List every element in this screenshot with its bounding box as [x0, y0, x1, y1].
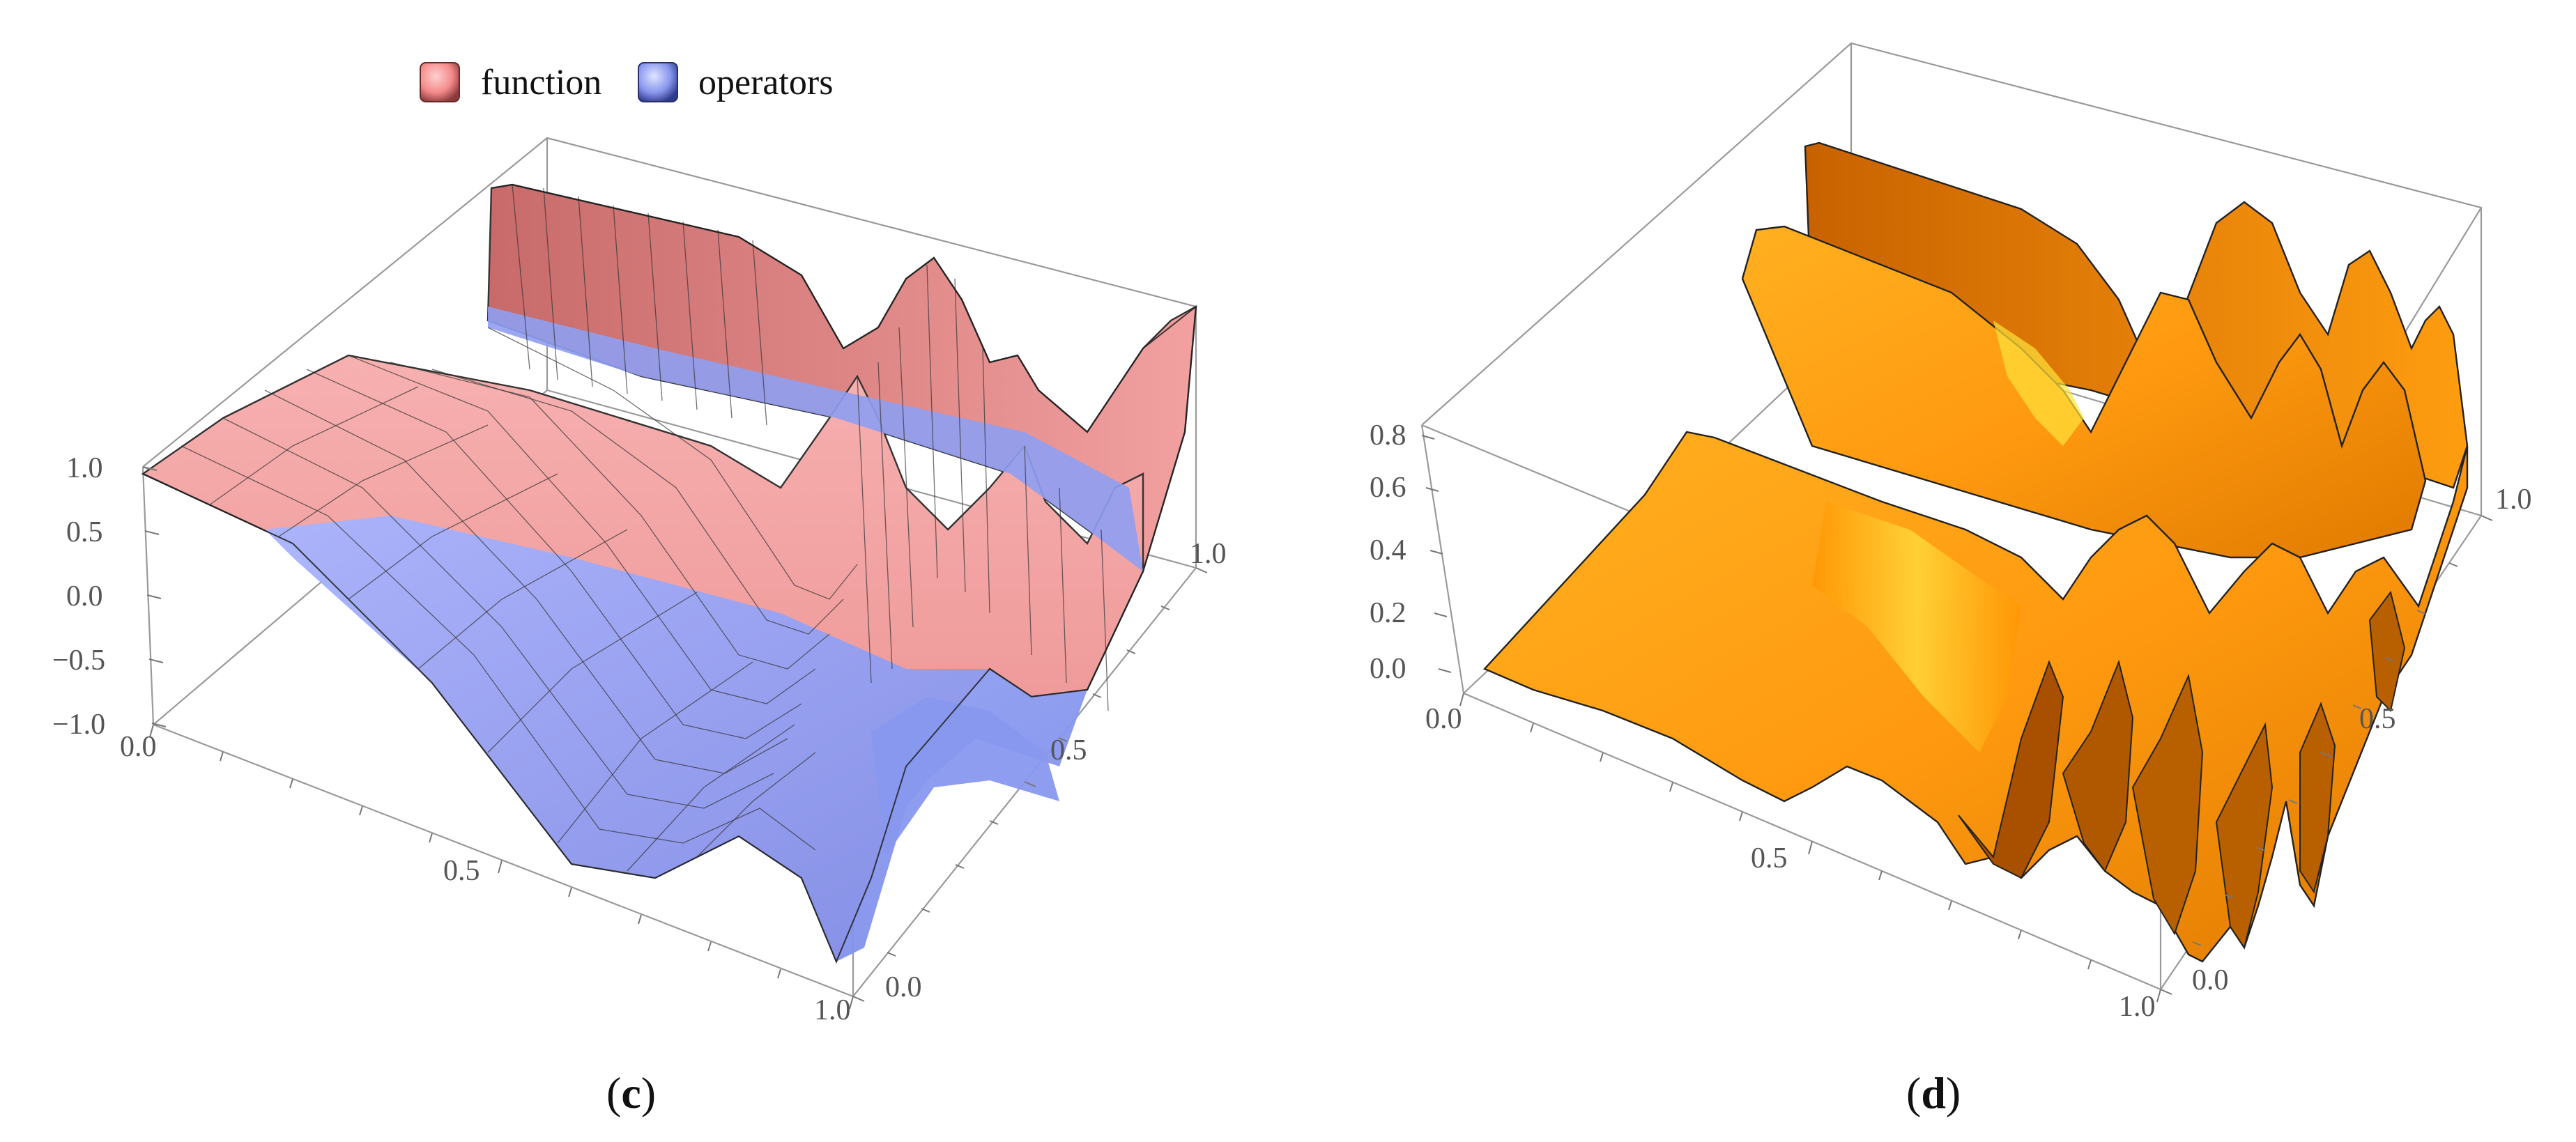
legend-swatch-operators	[638, 62, 678, 102]
z-tick-c-3: −0.5	[52, 645, 105, 677]
z-tick-d-3: 0.2	[1370, 597, 1406, 629]
x-axis-c: 0.0 0.5 1.0	[120, 724, 854, 1026]
panel-label-d: (d)	[1906, 1068, 1961, 1118]
x-tick-c-0: 0.0	[120, 731, 157, 763]
z-axis-d: 0.8 0.6 0.4 0.2 0.0	[1370, 419, 1452, 685]
z-tick-d-2: 0.4	[1370, 534, 1406, 566]
y-tick-c-2: 1.0	[1190, 538, 1227, 570]
surface-d	[1482, 141, 2469, 963]
x-tick-d-0: 0.0	[1425, 703, 1462, 735]
y-axis-c: 0.0 0.5 1.0	[852, 538, 1227, 1003]
x-axis-d: 0.0 0.5 1.0	[1425, 693, 2161, 1023]
z-tick-d-0: 0.8	[1370, 419, 1406, 452]
legend-label-operators: operators	[698, 63, 833, 102]
z-tick-d-1: 0.6	[1370, 472, 1406, 504]
y-tick-c-1: 0.5	[1050, 734, 1087, 766]
panel-c: function operators	[52, 62, 1227, 1118]
legend-swatch-function	[420, 62, 460, 102]
surface-operators-c	[265, 307, 1143, 962]
panel-d: 0.8 0.6 0.4 0.2 0.0 0.0 0.5 1.0	[1370, 42, 2532, 1118]
x-tick-d-1: 0.5	[1751, 842, 1788, 874]
z-tick-c-4: −1.0	[52, 709, 105, 741]
panel-label-c: (c)	[606, 1068, 656, 1118]
y-tick-d-0: 0.0	[2192, 964, 2229, 996]
z-tick-c-0: 1.0	[66, 452, 103, 484]
z-axis-c: 1.0 0.5 0.0 −0.5 −1.0	[52, 452, 167, 741]
y-tick-c-0: 0.0	[885, 971, 922, 1003]
y-tick-d-1: 0.5	[2359, 703, 2396, 735]
panel-label-c-letter: c	[621, 1068, 641, 1118]
z-tick-c-1: 0.5	[66, 516, 103, 548]
y-tick-d-2: 1.0	[2495, 484, 2532, 516]
z-tick-d-4: 0.0	[1370, 653, 1406, 685]
x-tick-c-1: 0.5	[443, 855, 480, 887]
x-tick-c-2: 1.0	[814, 994, 851, 1026]
panel-label-d-letter: d	[1921, 1068, 1946, 1118]
x-tick-d-2: 1.0	[2119, 991, 2156, 1023]
legend: function operators	[420, 62, 833, 102]
legend-label-function: function	[481, 63, 601, 102]
z-tick-c-2: 0.0	[66, 580, 103, 612]
mesh-c	[142, 183, 1197, 962]
y-axis-d: 0.0 0.5 1.0	[2160, 484, 2532, 996]
